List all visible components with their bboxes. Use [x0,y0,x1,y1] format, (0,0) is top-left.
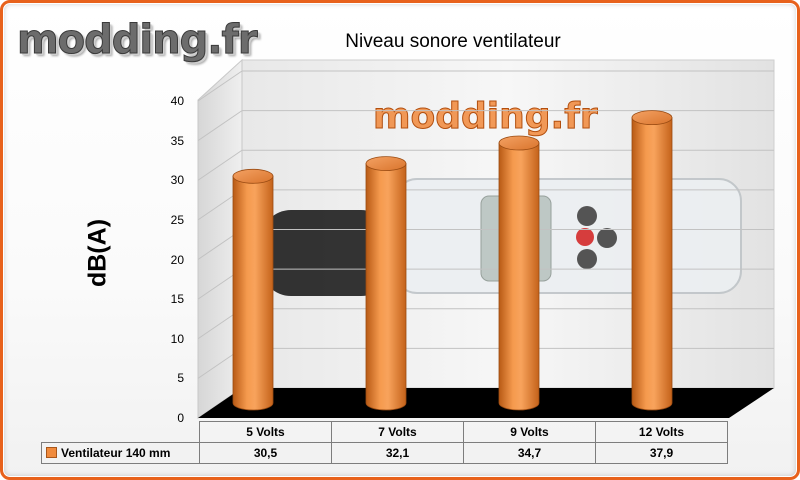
category-label: 5 Volts [199,421,332,443]
series-legend: Ventilateur 140 mm [41,442,200,464]
chart-floor [198,388,774,418]
data-label: 37,9 [595,442,728,464]
legend-swatch [46,447,57,458]
series-name: Ventilateur 140 mm [61,446,171,460]
y-tick-label: 20 [170,252,184,267]
bar-body [232,175,274,411]
meter-body [394,178,742,294]
site-logo: modding.fr [17,17,259,64]
gridline [197,70,243,102]
bar [631,110,673,411]
table-row: Ventilateur 140 mm 30,5 32,1 34,7 37,9 [41,442,728,464]
y-axis-label: dB(A) [83,218,112,288]
data-label: 34,7 [463,442,596,464]
y-tick-label: 30 [170,173,184,188]
chart-title: Niveau sonore ventilateur [345,31,561,52]
watermark: modding.fr [373,96,598,137]
meter-probe [261,210,391,296]
y-tick-label: 10 [170,331,184,346]
bar-body [498,142,540,411]
bar-top [631,110,673,126]
gridline [197,149,243,181]
meter-button [577,249,597,269]
table-header-row: 5 Volts 7 Volts 9 Volts 12 Volts [42,421,728,443]
bar [232,168,274,411]
y-tick-label: 15 [170,292,184,307]
category-label: 9 Volts [463,421,596,443]
bar [365,156,407,411]
bar-body [365,163,407,411]
y-tick-label: 0 [177,411,184,425]
bar-body [631,117,673,411]
y-tick-label: 5 [177,371,184,386]
category-label: 7 Volts [331,421,464,443]
data-table: 5 Volts 7 Volts 9 Volts 12 Volts Ventila… [41,421,728,464]
gridline [197,110,243,142]
data-label: 30,5 [199,442,332,464]
table-corner [42,422,200,443]
bar-top [365,156,407,172]
meter-button [577,206,597,226]
bar-top [498,135,540,151]
category-label: 12 Volts [595,421,728,443]
bar [498,135,540,411]
y-tick-label: 40 [170,94,184,108]
y-tick-label: 25 [170,212,184,227]
y-tick-label: 35 [170,133,184,148]
meter-button [576,228,594,246]
bar-top [232,168,274,184]
meter-button [597,228,617,248]
data-label: 32,1 [331,442,464,464]
chart-plot: modding.fr [197,58,775,419]
